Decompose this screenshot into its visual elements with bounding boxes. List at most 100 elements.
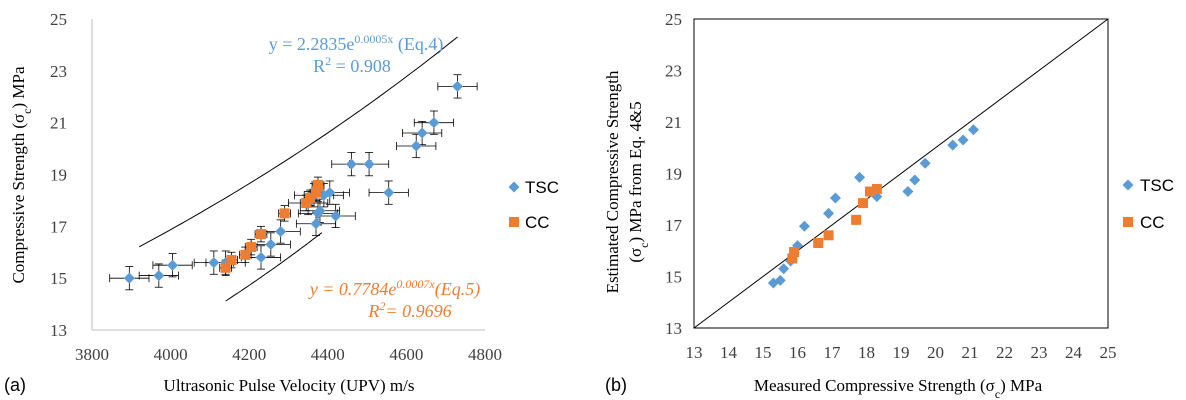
x-tick-label: 4800: [468, 345, 502, 364]
tsc-point: [416, 127, 428, 139]
legend-cc-label: CC: [525, 213, 550, 232]
cc-r-squared: R2= 0.9696: [367, 299, 451, 321]
cc-point: [279, 208, 290, 219]
x-tick-label: 25: [1100, 343, 1117, 362]
tsc-r-squared: R2 = 0.908: [313, 54, 391, 76]
tsc-point: [947, 139, 959, 151]
plot-frame: [693, 18, 1109, 329]
tsc-point: [909, 174, 921, 186]
tsc-point: [310, 218, 322, 230]
x-tick-label: 15: [755, 343, 772, 362]
x-tick-label: 24: [1065, 343, 1083, 362]
tsc-point: [167, 259, 179, 271]
y-tick-label: 23: [50, 62, 67, 81]
x-tick-label: 4600: [389, 345, 423, 364]
legend-tsc-label: TSC: [1140, 176, 1174, 195]
tsc-point: [957, 134, 969, 146]
tsc-point: [330, 210, 342, 222]
legend-cc-marker: [1123, 217, 1133, 227]
cc-point: [301, 198, 312, 209]
x-tick-label: 22: [996, 343, 1013, 362]
y-tick-label: 25: [665, 10, 682, 29]
tsc-point: [410, 140, 422, 152]
cc-point: [226, 255, 237, 266]
y-axis-label: Compressive Strength (σc) MPa: [9, 66, 34, 284]
tsc-point: [208, 257, 220, 269]
tsc-point: [314, 205, 326, 217]
chart-b: 13 14 15 16 17 18 19 20 21 22 23 24 25 13 15 17 19 21 23 25…: [603, 10, 1174, 400]
x-axis-label: Measured Compressive Strength (σc) MPa: [754, 376, 1043, 400]
cc-point: [246, 242, 257, 253]
x-tick-label: 20: [927, 343, 944, 362]
panel-label: (a): [4, 375, 26, 395]
x-tick-label: 21: [962, 343, 979, 362]
tsc-point: [823, 207, 835, 219]
cc-point: [305, 192, 316, 203]
legend-tsc-marker: [508, 181, 520, 193]
cc-point: [312, 179, 323, 190]
tsc-point: [265, 238, 277, 250]
cc-point: [851, 214, 862, 225]
x-tick-label: 18: [858, 343, 875, 362]
tsc-point: [854, 171, 866, 183]
x-tick-label: 3800: [75, 345, 109, 364]
x-tick-label: 4200: [232, 345, 266, 364]
cc-point: [823, 230, 834, 241]
y-tick-label: 13: [50, 321, 67, 340]
tsc-point: [902, 186, 914, 198]
tsc-point: [345, 158, 357, 170]
tsc-point: [363, 158, 375, 170]
legend-tsc-marker: [1122, 179, 1134, 191]
tsc-point: [153, 270, 165, 282]
panel-label: (b): [605, 375, 627, 395]
cc-point: [220, 262, 231, 273]
tsc-point: [255, 251, 267, 263]
cc-point: [813, 238, 824, 249]
y-tick-label: 21: [665, 113, 682, 132]
cc-point: [864, 186, 875, 197]
y-tick-label: 23: [665, 62, 682, 81]
tsc-equation: y = 2.2835e0.0005x (Eq.4): [269, 32, 444, 55]
cc-equation: y = 0.7784e0.0007x(Eq.5): [308, 277, 480, 300]
y-axis-label-line2: (σc) MPa from Eq. 4&5: [626, 101, 651, 262]
x-tick-label: 17: [824, 343, 842, 362]
x-tick-label: 23: [1031, 343, 1048, 362]
cc-point: [311, 187, 322, 198]
y-tick-label: 21: [50, 114, 67, 133]
cc-point: [240, 249, 251, 260]
tsc-point: [123, 272, 135, 284]
cc-point: [255, 229, 266, 240]
cc-point: [858, 198, 869, 209]
legend-cc-label: CC: [1140, 213, 1165, 232]
tsc-point: [383, 187, 395, 199]
y-tick-label: 17: [665, 216, 683, 235]
legend-cc-marker: [509, 217, 519, 227]
legend-tsc-label: TSC: [525, 178, 559, 197]
tsc-point: [829, 192, 841, 204]
x-tick-label: 16: [789, 343, 806, 362]
x-axis-label: Ultrasonic Pulse Velocity (UPV) m/s: [164, 376, 415, 395]
y-tick-label: 15: [50, 269, 67, 288]
x-tick-label: 4400: [311, 345, 345, 364]
y-tick-label: 19: [665, 165, 682, 184]
y-tick-label: 25: [50, 10, 67, 29]
y-tick-label: 17: [50, 217, 68, 236]
cc-point: [789, 247, 800, 258]
x-tick-label: 13: [686, 343, 703, 362]
y-tick-label: 13: [665, 319, 682, 338]
cc-point: [787, 253, 798, 264]
chart-a: 3800 4000 4200 4400 4600 4800 13 15 17 19 21 23 25 Ul…: [4, 10, 559, 395]
x-tick-label: 4000: [154, 345, 188, 364]
tsc-point: [275, 226, 287, 238]
y-tick-label: 15: [665, 268, 682, 287]
trendline-cc: [225, 232, 323, 302]
tsc-point: [798, 220, 810, 232]
tsc-point: [967, 124, 979, 136]
cc-point: [871, 183, 882, 194]
x-tick-label: 14: [720, 343, 738, 362]
reference-line: [693, 18, 1109, 329]
tsc-point: [919, 157, 931, 169]
trendline-tsc: [138, 36, 458, 248]
tsc-point: [778, 263, 790, 275]
